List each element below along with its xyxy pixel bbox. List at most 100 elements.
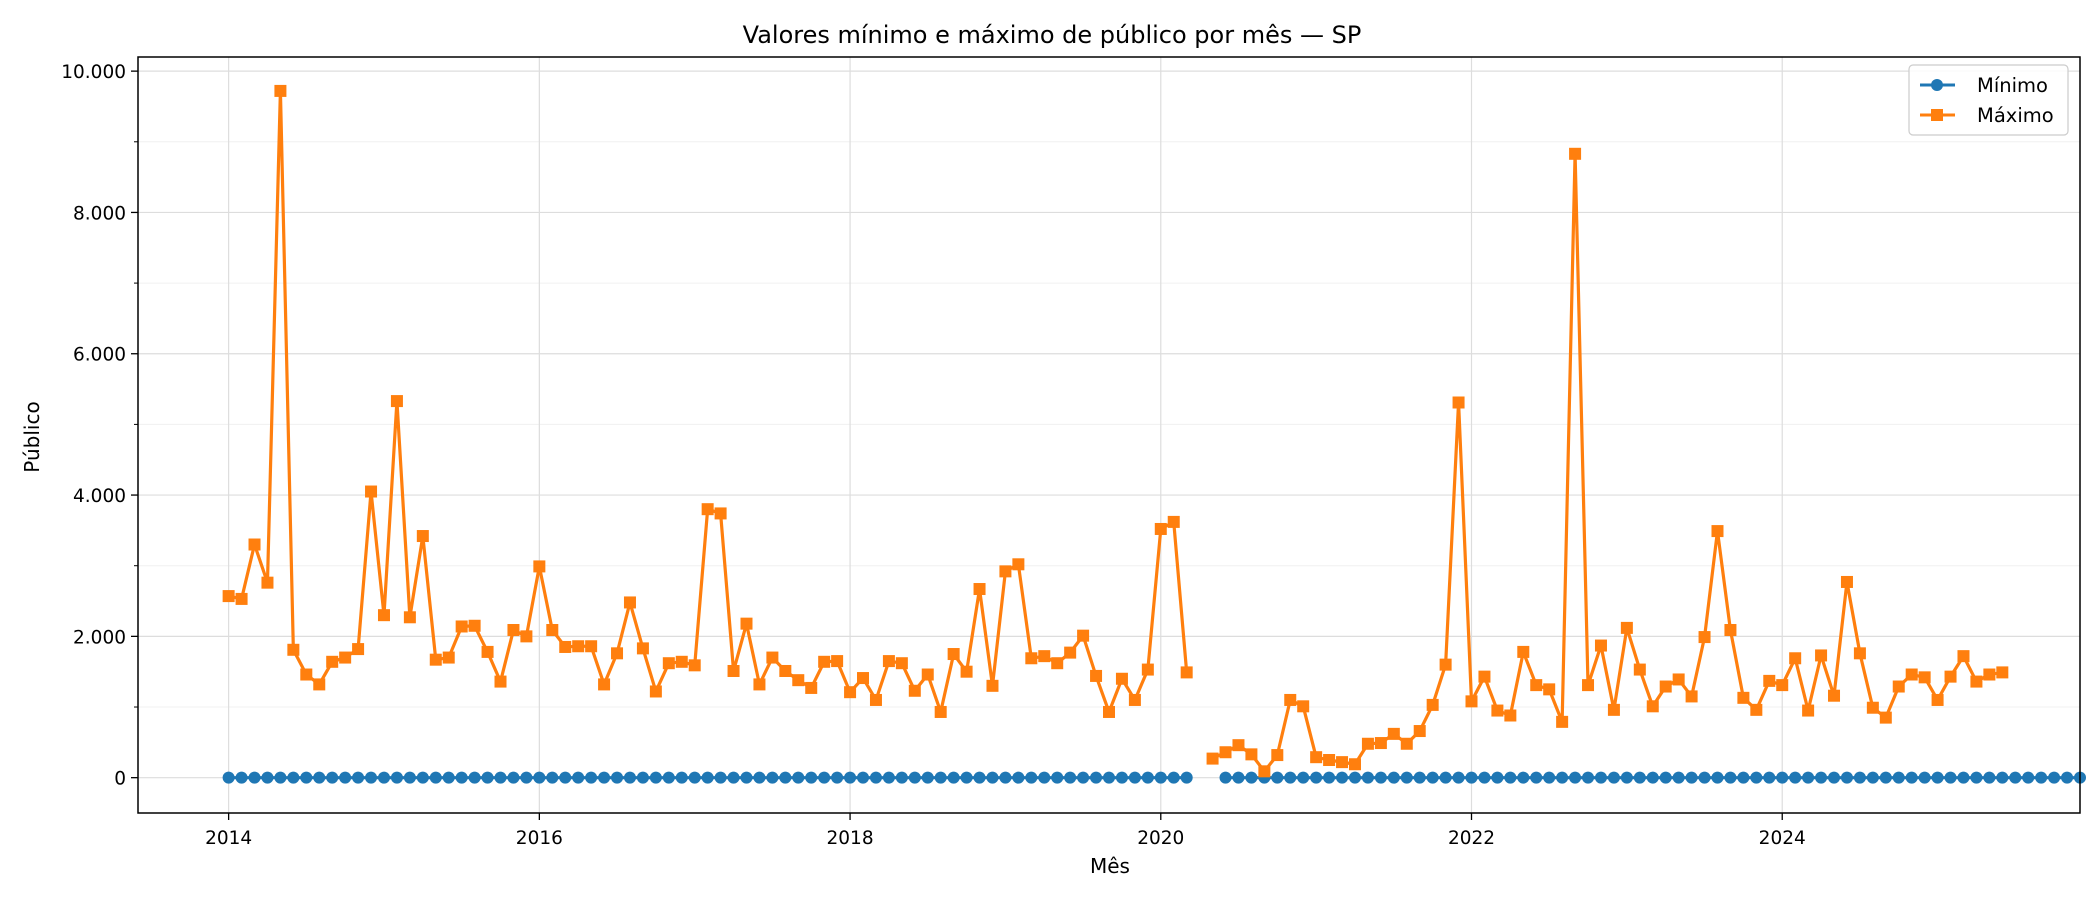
data-point xyxy=(882,655,895,668)
data-point xyxy=(1763,771,1776,784)
data-point xyxy=(1633,663,1646,676)
chart-title: Valores mínimo e máximo de público por m… xyxy=(743,21,1362,49)
data-point xyxy=(1284,771,1297,784)
data-point xyxy=(1957,771,1970,784)
data-point xyxy=(1724,624,1737,637)
data-point xyxy=(1374,737,1387,750)
data-point xyxy=(973,771,986,784)
data-point xyxy=(1879,771,1892,784)
data-point xyxy=(1646,700,1659,713)
data-point xyxy=(1413,771,1426,784)
data-point xyxy=(1361,737,1374,750)
data-point xyxy=(1323,754,1336,767)
data-point xyxy=(1582,771,1595,784)
data-point xyxy=(869,771,882,784)
data-point xyxy=(1983,771,1996,784)
data-point xyxy=(766,651,779,664)
data-point xyxy=(1594,639,1607,652)
data-point xyxy=(1815,771,1828,784)
legend-label-maximo: Máximo xyxy=(1977,104,2054,127)
data-point xyxy=(1970,771,1983,784)
data-point xyxy=(947,771,960,784)
data-point xyxy=(869,693,882,706)
data-point xyxy=(1310,771,1323,784)
data-point xyxy=(533,560,546,573)
legend-box xyxy=(1908,64,2069,136)
data-point xyxy=(261,771,274,784)
data-point xyxy=(468,619,481,632)
series-1 xyxy=(222,84,2009,778)
data-point xyxy=(688,659,701,672)
data-point xyxy=(1103,705,1115,718)
data-point xyxy=(1478,771,1491,784)
data-point xyxy=(546,771,559,784)
data-point xyxy=(636,771,649,784)
y-tick-label: 10.000 xyxy=(61,62,126,83)
data-point xyxy=(701,771,714,784)
data-point xyxy=(1348,758,1361,771)
data-point xyxy=(623,596,636,609)
data-point xyxy=(1633,771,1646,784)
data-point xyxy=(1374,771,1387,784)
data-point xyxy=(481,771,494,784)
data-point xyxy=(611,771,624,784)
data-point xyxy=(1931,771,1944,784)
data-point xyxy=(908,684,921,697)
data-point xyxy=(494,675,507,688)
data-point xyxy=(1685,690,1698,703)
data-point xyxy=(895,771,908,784)
data-point xyxy=(1750,771,1763,784)
data-point xyxy=(1361,771,1374,784)
data-point xyxy=(960,665,973,678)
data-point xyxy=(1840,771,1853,784)
data-point xyxy=(2061,771,2074,784)
data-point xyxy=(1582,679,1595,692)
data-point xyxy=(1400,771,1413,784)
data-point xyxy=(559,640,572,653)
data-point xyxy=(1556,715,1569,728)
data-point xyxy=(1336,756,1349,769)
data-point xyxy=(1439,658,1452,671)
data-point xyxy=(1128,693,1141,706)
data-point xyxy=(1090,771,1103,784)
data-point xyxy=(1530,771,1543,784)
data-point xyxy=(1051,657,1064,670)
data-point xyxy=(662,657,675,670)
data-point xyxy=(947,648,960,661)
data-point xyxy=(235,592,248,605)
data-point xyxy=(857,771,870,784)
data-point xyxy=(481,645,494,658)
data-point xyxy=(986,771,999,784)
data-point xyxy=(1115,672,1128,685)
data-point xyxy=(352,771,365,784)
data-point xyxy=(520,771,533,784)
data-point xyxy=(1594,771,1607,784)
data-point xyxy=(1776,771,1789,784)
data-point xyxy=(1154,522,1167,535)
data-point xyxy=(585,640,598,653)
data-point xyxy=(1892,680,1905,693)
data-point xyxy=(1918,771,1931,784)
data-point xyxy=(1840,575,1853,588)
data-point xyxy=(753,771,766,784)
x-tick-label: 2022 xyxy=(1448,828,1495,849)
data-point xyxy=(1478,670,1491,683)
data-point xyxy=(1012,771,1025,784)
data-point xyxy=(287,771,300,784)
data-point xyxy=(1426,771,1439,784)
data-point xyxy=(1167,771,1180,784)
data-point xyxy=(1569,771,1582,784)
data-point xyxy=(1996,771,2009,784)
data-point xyxy=(1025,652,1038,665)
data-point xyxy=(1348,771,1361,784)
data-point xyxy=(1944,670,1957,683)
data-point xyxy=(973,583,986,596)
data-point xyxy=(1284,693,1297,706)
data-point xyxy=(1556,771,1569,784)
data-point xyxy=(727,771,740,784)
data-point xyxy=(831,655,844,668)
data-point xyxy=(403,771,416,784)
data-point xyxy=(1219,746,1232,759)
data-point xyxy=(895,657,908,670)
